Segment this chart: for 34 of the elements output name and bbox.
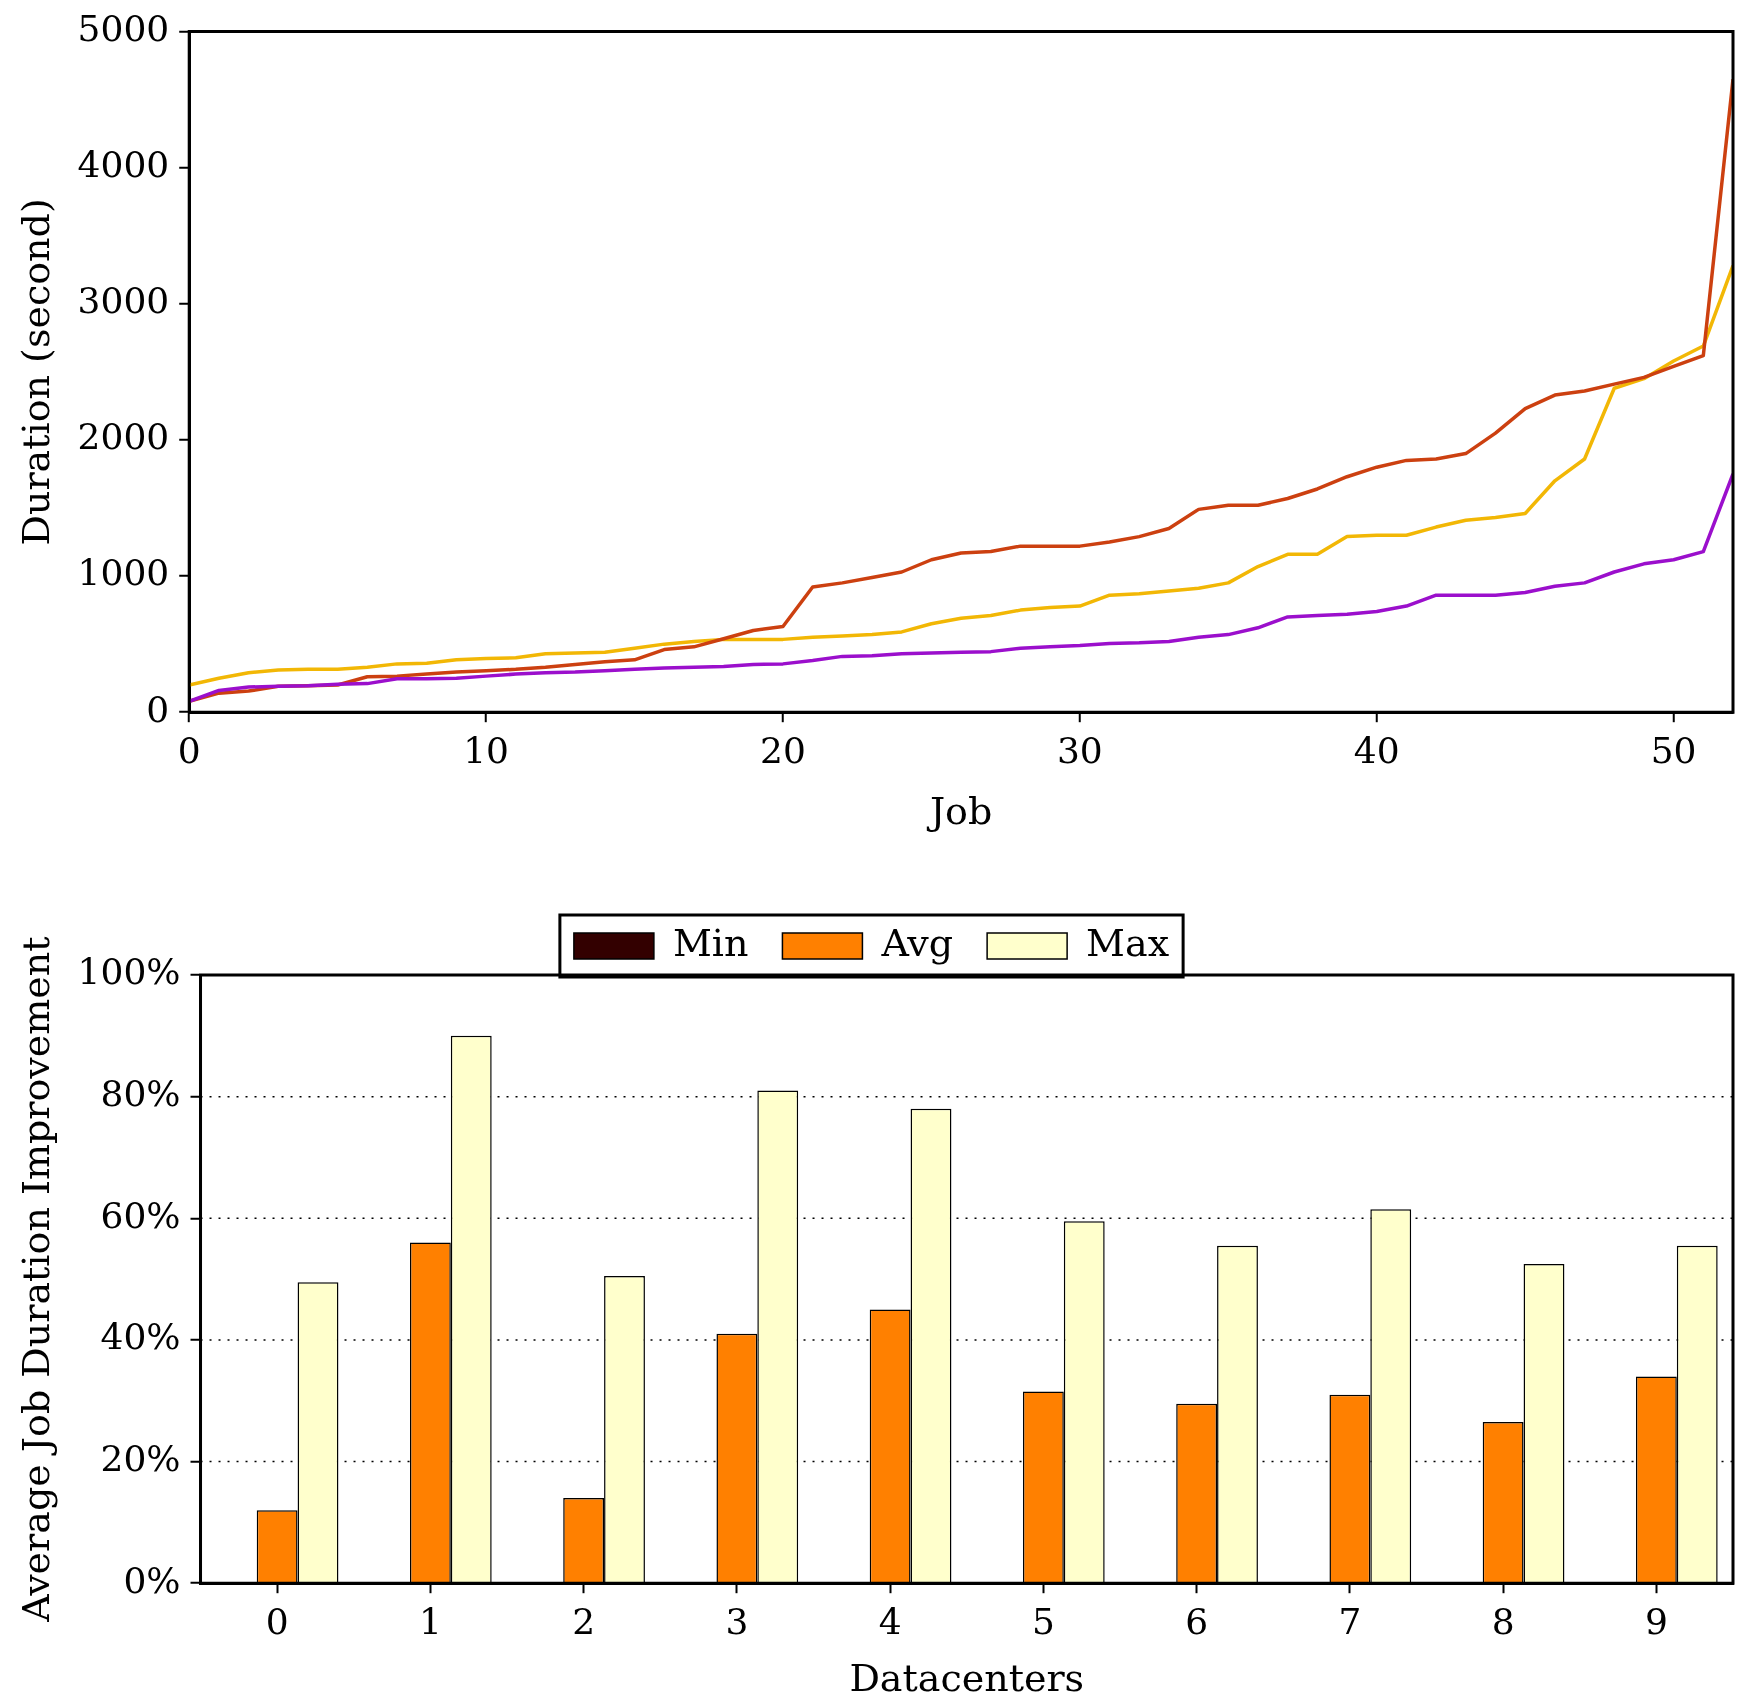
- y-tick-label: 20%: [100, 1437, 181, 1479]
- x-tick-label: 0: [265, 1601, 289, 1643]
- y-tick-label: 80%: [100, 1073, 181, 1114]
- x-tick-label: 8: [1491, 1601, 1515, 1643]
- x-tick-label: 5: [1031, 1601, 1055, 1643]
- x-tick-label: 1: [418, 1601, 442, 1643]
- x-tick-label: 2: [572, 1601, 596, 1643]
- x-axis-title: Job: [925, 789, 993, 834]
- y-tick-label: 3000: [77, 280, 170, 322]
- y-tick-label: 40%: [100, 1316, 181, 1358]
- y-tick-label: 4000: [77, 144, 170, 186]
- y-tick-label: 0: [146, 688, 170, 730]
- y-tick-label: 1000: [77, 552, 170, 594]
- x-tick-label: 30: [1056, 730, 1103, 772]
- legend-label: Avg: [880, 920, 954, 965]
- x-tick-label: 10: [463, 730, 509, 772]
- y-axis-title: Duration (second): [13, 198, 58, 546]
- x-tick-label: 4: [878, 1601, 902, 1643]
- x-axis-title: Datacenters: [849, 1656, 1085, 1701]
- x-tick-label: 50: [1650, 730, 1697, 772]
- x-tick-label: 7: [1338, 1601, 1362, 1643]
- x-tick-label: 40: [1353, 730, 1400, 772]
- y-tick-label: 60%: [100, 1194, 181, 1236]
- y-tick-label: 100%: [77, 951, 181, 993]
- x-tick-label: 3: [725, 1601, 749, 1643]
- y-tick-label: 5000: [77, 7, 170, 49]
- x-tick-label: 20: [760, 730, 806, 772]
- y-axis-title: Average Job Duration Improvement: [13, 936, 58, 1623]
- y-tick-label: 2000: [77, 416, 170, 458]
- y-tick-label: 0%: [123, 1559, 181, 1601]
- legend-label: Min: [672, 920, 749, 965]
- legend-label: Max: [1086, 920, 1170, 965]
- x-tick-label: 9: [1644, 1601, 1668, 1643]
- x-tick-label: 6: [1185, 1601, 1209, 1643]
